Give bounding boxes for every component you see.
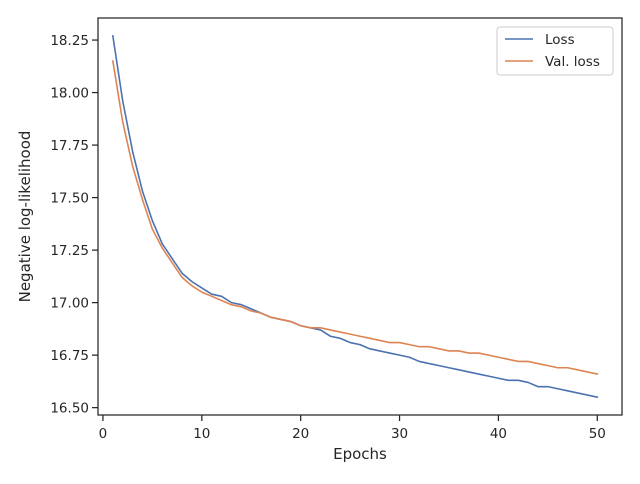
y-tick-label: 17.00 [50,296,89,312]
legend-label: Loss [545,32,575,48]
plot-frame [97,17,623,416]
x-tick-label: 50 [589,426,606,442]
x-tick-label: 30 [391,426,408,442]
ticks-layer: 0 10 20 30 40 50 16.50 16.75 17.00 17.25 17.50 17.7… [50,33,606,442]
series-line-val-loss [111,60,599,375]
y-tick-label: 18.00 [50,86,89,102]
x-tick-label: 10 [193,426,210,442]
series-layer [111,34,599,399]
legend: Loss Val. loss [496,26,614,76]
y-tick-label: 16.75 [50,348,89,364]
series-line-loss [111,34,599,399]
y-axis-label: Negative log-likelihood [16,131,34,303]
y-tick-label: 17.50 [50,191,89,207]
x-tick-label: 20 [292,426,309,442]
x-tick-label: 40 [490,426,507,442]
y-tick-label: 16.50 [50,401,89,417]
y-tick-label: 18.25 [50,33,89,49]
y-tick-label: 17.25 [50,243,89,259]
x-tick-label: 0 [99,426,108,442]
x-axis-label: Epochs [333,445,387,463]
legend-label: Val. loss [545,54,600,70]
y-tick-label: 17.75 [50,138,89,154]
